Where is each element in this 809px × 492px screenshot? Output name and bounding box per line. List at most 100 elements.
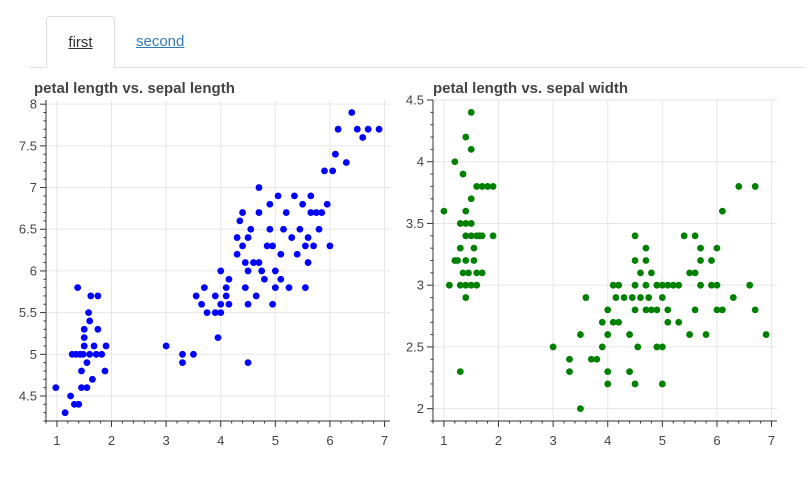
y-tick-label: 4 <box>417 154 424 169</box>
scatter-point <box>239 242 246 250</box>
scatter-point <box>78 384 85 392</box>
scatter-point <box>312 209 320 216</box>
scatter-point <box>291 192 298 200</box>
scatter-point <box>179 359 186 367</box>
x-tick-label: 1 <box>440 433 447 448</box>
chart-title-right: petal length vs. sepal width <box>433 80 629 97</box>
scatter-point <box>217 300 225 308</box>
scatter-point <box>198 300 206 308</box>
scatter-point <box>686 331 694 338</box>
scatter-point <box>445 281 453 289</box>
scatter-point <box>473 281 481 289</box>
scatter-point <box>598 318 606 326</box>
y-tick-label: 7.5 <box>19 138 37 153</box>
scatter-point <box>456 281 464 289</box>
scatter-point <box>470 257 478 264</box>
y-tick-label: 5 <box>30 347 37 362</box>
scatter-point <box>566 368 573 376</box>
scatter-point <box>462 220 470 227</box>
scatter-point <box>634 343 642 351</box>
scatter-point <box>217 267 225 275</box>
y-tick-label: 6 <box>30 263 37 278</box>
x-tick-label: 7 <box>768 433 775 448</box>
scatter-point <box>211 292 219 300</box>
scatter-point <box>67 392 74 400</box>
x-tick-label: 3 <box>550 433 557 448</box>
x-tick-label: 4 <box>604 433 611 448</box>
scatter-point <box>321 167 328 175</box>
scatter-point <box>702 331 710 338</box>
scatter-point <box>664 306 672 314</box>
scatter-point <box>631 380 639 388</box>
scatter-point <box>615 318 623 326</box>
scatter-point <box>75 400 83 408</box>
scatter-point <box>467 108 475 116</box>
x-tick-label: 5 <box>659 433 666 448</box>
scatter-point <box>61 409 69 417</box>
scatter-point <box>301 242 309 250</box>
scatter-point <box>642 306 650 314</box>
scatter-point <box>489 183 497 190</box>
scatter-point <box>658 294 666 301</box>
scatter-point <box>642 281 650 289</box>
scatter-point <box>315 225 323 233</box>
x-tick-label: 6 <box>713 433 720 448</box>
scatter-point <box>609 281 617 289</box>
scatter-point <box>80 325 88 333</box>
scatter-point <box>274 192 282 200</box>
scatter-point <box>459 269 467 277</box>
scatter-point <box>269 242 277 250</box>
scatter-point <box>484 183 492 190</box>
scatter-point <box>658 281 666 289</box>
scatter-point <box>299 200 307 208</box>
scatter-point <box>708 257 715 264</box>
scatter-point <box>79 350 87 358</box>
scatter-point <box>255 259 263 266</box>
scatter-point <box>92 350 100 358</box>
scatter-point <box>263 242 271 250</box>
scatter-point <box>90 342 98 350</box>
tab-bar: first second <box>30 16 804 68</box>
y-tick-label: 6.5 <box>19 222 37 237</box>
scatter-point <box>451 158 459 166</box>
x-tick-label: 4 <box>217 433 224 448</box>
scatter-point <box>304 234 312 241</box>
scatter-point <box>87 292 95 300</box>
scatter-point <box>631 232 639 240</box>
scatter-point <box>102 342 110 350</box>
scatter-point <box>244 267 252 275</box>
scatter-point <box>334 125 342 133</box>
scatter-point <box>225 300 233 308</box>
y-tick-label: 4.5 <box>19 388 37 403</box>
scatter-point <box>456 368 464 376</box>
scatter-point <box>94 292 102 300</box>
scatter-point <box>566 355 573 363</box>
tab-first[interactable]: first <box>46 16 115 68</box>
scatter-point <box>664 281 672 289</box>
scatter-point <box>686 269 694 277</box>
scatter-points <box>52 109 383 417</box>
scatter-point <box>648 306 655 314</box>
scatter-points <box>440 108 770 413</box>
scatter-point <box>222 284 230 291</box>
scatter-point <box>375 125 383 133</box>
scatter-point <box>214 334 222 342</box>
scatter-point <box>225 275 233 283</box>
scatter-point <box>89 375 96 383</box>
y-tick-label: 2.5 <box>406 339 424 354</box>
scatter-point <box>462 133 470 141</box>
scatter-point <box>691 306 699 314</box>
scatter-point <box>462 207 470 215</box>
tab-second[interactable]: second <box>136 33 185 50</box>
scatter-point <box>440 207 448 215</box>
scatter-point <box>98 350 106 358</box>
scatter-point <box>478 232 486 240</box>
scatter-point <box>642 244 650 252</box>
scatter-point <box>631 257 639 264</box>
scatter-point <box>729 294 737 301</box>
scatter-point <box>329 167 337 175</box>
scatter-point <box>271 284 279 291</box>
scatter-point <box>348 109 356 116</box>
